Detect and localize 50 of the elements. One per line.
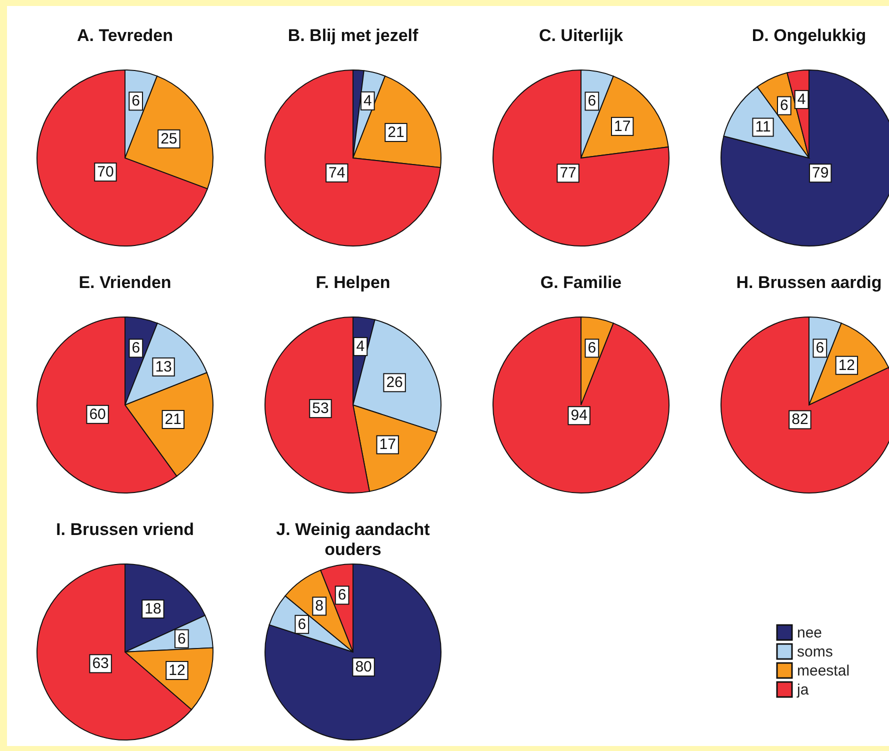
data-label: 17 [379,436,396,454]
chart-title: B. Blij met jezelf [288,26,419,45]
chart-title: H. Brussen aardig [736,273,882,292]
data-label: 25 [160,130,178,148]
data-label: 18 [144,600,162,618]
chart-title: E. Vrienden [78,273,172,292]
data-label: 21 [388,124,404,141]
legend-label: ja [796,682,810,698]
data-label: 63 [92,655,109,672]
data-label: 4 [797,91,806,108]
data-label: 6 [588,340,596,357]
data-label: 17 [614,118,631,135]
data-label: 6 [132,92,140,110]
data-label: 6 [132,340,140,357]
data-label: 8 [315,598,324,615]
chart-title: F. Helpen [316,273,390,292]
chart-title: I. Brussen vriend [56,520,194,539]
data-label: 82 [792,411,808,428]
pie-slice [264,564,442,740]
data-label: 6 [338,586,346,604]
data-label: 80 [355,658,372,676]
data-label: 53 [312,400,329,418]
data-label: 26 [386,374,403,392]
data-label: 70 [97,164,114,181]
data-label: 6 [816,340,824,357]
data-label: 6 [177,630,186,648]
data-label: 6 [588,92,596,110]
chart-title: D. Ongelukkig [752,26,866,45]
chart-title: G. Familie [540,273,622,292]
data-label: 13 [155,358,172,376]
data-label: 60 [89,406,106,423]
chart-title: C. Uiterlijk [538,26,624,45]
data-label: 4 [356,338,365,356]
data-label: 6 [780,97,788,114]
data-label: 94 [570,407,588,424]
chart-title: A. Tevreden [76,26,174,45]
data-label: 6 [298,616,306,633]
legend-label: soms [797,644,833,660]
data-label: 12 [168,662,186,679]
data-label: 77 [560,164,576,182]
data-label: 79 [812,164,829,182]
data-label: 21 [164,410,182,428]
legend-label: nee [797,624,822,642]
data-label: 4 [363,92,372,110]
data-label: 74 [328,164,346,182]
data-label: 11 [755,118,771,136]
data-label: 12 [838,356,856,374]
legend-label: meestal [797,662,850,680]
pie-slice [264,70,441,246]
chart-title: J. Weinig aandacht ouders [276,520,430,559]
